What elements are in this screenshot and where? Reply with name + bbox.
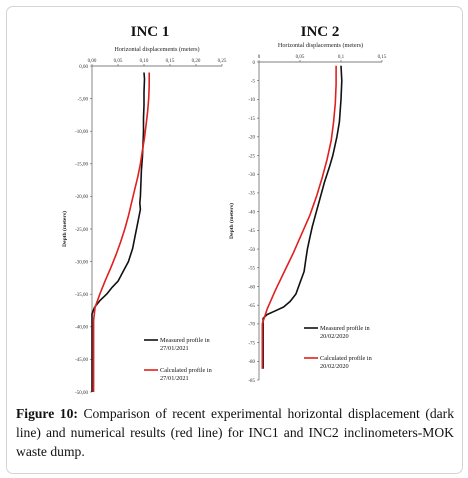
inc1-x-tick-label: 0,15	[166, 59, 175, 64]
inc2-measured-profile-line	[262, 65, 343, 369]
inc2-y-tick-label: 0	[253, 61, 256, 66]
inc2-y-tick-label: -70	[248, 323, 255, 328]
caption-label: Figure 10:	[16, 406, 78, 421]
inc1-x-tick-label: 0,20	[192, 59, 201, 64]
inc2-y-tick-label: -85	[248, 379, 255, 384]
inc2-y-tick-label: -50	[248, 248, 255, 253]
caption-text: Comparison of recent experimental horizo…	[16, 406, 455, 459]
inc2-calculated-profile-line	[261, 65, 337, 369]
inc1-y-tick-label: -50,00	[75, 391, 88, 396]
inc2-y-tick-label: -5	[251, 80, 256, 85]
inc2-y-tick-label: -65	[248, 304, 255, 309]
inc2-legend-label-calculated: Calculated profile in 20/02/2020	[320, 355, 373, 370]
inc1-x-tick-label: 0,05	[114, 59, 123, 64]
inc1-y-tick-label: -35,00	[75, 293, 88, 298]
inc2-y-tick-label: -35	[248, 192, 255, 197]
inc2-y-tick-label: -20	[248, 136, 255, 141]
inc1-y-tick-label: -5,00	[78, 97, 89, 102]
inc2-y-tick-label: -15	[248, 117, 255, 122]
inc2-y-tick-label: -80	[248, 360, 255, 365]
inc1-x-tick-label: 0,25	[218, 59, 227, 64]
inc2-y-tick-label: -30	[248, 173, 255, 178]
inc1-legend-label-measured: Measured profile in 27/01/2021	[160, 337, 211, 352]
inc2-y-tick-label: -40	[248, 210, 255, 215]
inc2-x-tick-label: 0,05	[296, 55, 305, 60]
inc2-y-tick-label: -10	[248, 98, 255, 103]
figure-caption: Figure 10: Comparison of recent experime…	[16, 404, 454, 461]
chart-title-inc1: INC 1	[130, 24, 170, 40]
inc1-y-tick-label: -25,00	[75, 228, 88, 233]
inc1-y-tick-label: -15,00	[75, 163, 88, 168]
inc2-x-tick-label: 0	[258, 55, 261, 60]
chart-title-inc2: INC 2	[300, 24, 340, 40]
inc1-y-tick-label: -20,00	[75, 195, 88, 200]
figure-frame	[6, 6, 463, 474]
inc1-legend-label-calculated: Calculated profile in 27/01/2021	[160, 367, 213, 382]
inc1-y-label: Depth (meters)	[61, 211, 68, 247]
inc1-x-tick-label: 0,00	[88, 59, 97, 64]
inc2-x-label: Horizontal displacements (meters)	[278, 42, 363, 49]
inc1-calculated-profile-line	[92, 72, 150, 392]
inc2-x-tick-label: 0,15	[378, 55, 387, 60]
inc1-x-label: Horizontal displacements (meters)	[114, 46, 199, 53]
inc2-legend-label-measured: Measured profile in 20/02/2020	[320, 325, 371, 340]
inc2-y-label: Depth (meters)	[228, 203, 235, 239]
inc1-measured-profile-line	[91, 72, 146, 392]
inc2-x-tick-label: 0,1	[338, 55, 345, 60]
inc1-y-tick-label: -45,00	[75, 358, 88, 363]
inc1-y-tick-label: -30,00	[75, 260, 88, 265]
inc2-y-tick-label: -45	[248, 229, 255, 234]
inc2-y-tick-label: -25	[248, 154, 255, 159]
inc1-y-tick-label: 0,00	[79, 65, 88, 70]
inc2-y-tick-label: -75	[248, 341, 255, 346]
inc1-x-tick-label: 0,10	[140, 59, 149, 64]
inc1-y-tick-label: -10,00	[75, 130, 88, 135]
inc2-y-tick-label: -55	[248, 267, 255, 272]
inc2-y-tick-label: -60	[248, 285, 255, 290]
inc1-y-tick-label: -40,00	[75, 326, 88, 331]
